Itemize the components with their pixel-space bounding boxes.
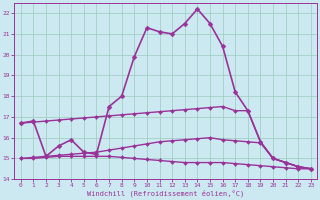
X-axis label: Windchill (Refroidissement éolien,°C): Windchill (Refroidissement éolien,°C) [87,190,244,197]
